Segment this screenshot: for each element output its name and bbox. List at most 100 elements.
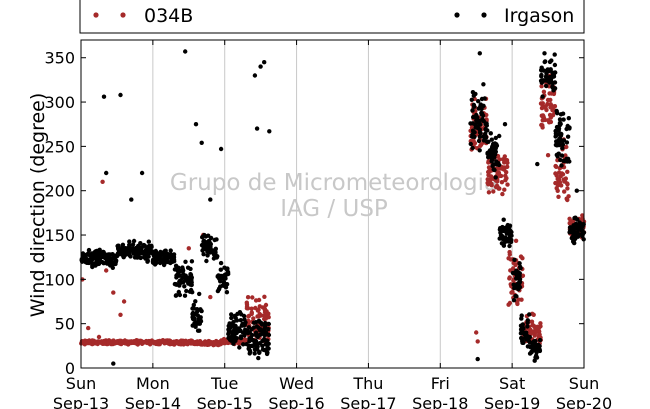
data-point: [161, 257, 166, 262]
data-point: [518, 331, 524, 336]
data-point: [157, 342, 162, 347]
data-point: [267, 129, 272, 134]
legend-034b-label: 034B: [144, 5, 193, 27]
data-point: [251, 316, 256, 321]
data-point: [93, 253, 99, 258]
data-point: [252, 73, 258, 78]
x-tick-label-day: Tue: [210, 374, 238, 393]
data-point: [183, 259, 188, 264]
data-point: [188, 287, 194, 293]
data-point: [543, 59, 548, 64]
data-point: [118, 312, 123, 317]
x-tick-label-day: Sun: [66, 374, 96, 393]
data-point: [189, 278, 194, 283]
data-point: [186, 281, 191, 286]
data-point: [247, 330, 252, 335]
data-point: [238, 334, 244, 339]
data-point: [167, 338, 172, 343]
data-point: [500, 157, 506, 162]
data-point: [476, 99, 481, 104]
data-point: [561, 117, 566, 122]
data-point: [129, 339, 134, 344]
data-point: [159, 251, 164, 256]
data-point: [488, 131, 493, 136]
data-point: [503, 173, 508, 178]
data-point: [218, 284, 223, 289]
data-point: [568, 228, 573, 233]
data-point: [539, 105, 545, 111]
data-point: [204, 258, 209, 264]
data-point: [265, 350, 270, 355]
x-tick-label-day: Sun: [569, 374, 599, 393]
data-point: [532, 358, 537, 363]
y-axis-label: Wind direction (degree): [27, 93, 49, 318]
data-point: [258, 64, 263, 69]
data-point: [174, 293, 179, 298]
data-point: [257, 350, 262, 355]
data-point: [265, 345, 270, 350]
data-point: [512, 257, 517, 262]
data-point: [515, 282, 520, 287]
data-point: [478, 130, 483, 136]
data-point: [173, 282, 179, 287]
data-point: [235, 311, 240, 317]
data-point: [131, 238, 137, 244]
data-point: [525, 320, 530, 325]
data-point: [499, 233, 505, 239]
x-tick-label-date: Sep-17: [340, 394, 396, 409]
y-tick-label: 200: [44, 182, 75, 201]
data-point: [557, 117, 563, 122]
data-point: [474, 330, 479, 335]
data-point: [183, 339, 188, 344]
data-point: [514, 294, 519, 299]
data-point: [470, 108, 475, 113]
data-point: [234, 330, 239, 336]
data-point: [191, 312, 196, 317]
data-point: [212, 341, 217, 346]
legend-034b-marker: [93, 12, 99, 18]
data-point: [540, 94, 545, 99]
x-tick-label-day: Mon: [136, 374, 170, 393]
data-point: [173, 263, 179, 268]
data-point: [567, 125, 572, 130]
data-point: [89, 256, 94, 261]
data-point: [150, 260, 156, 265]
data-point: [246, 325, 252, 330]
data-point: [486, 149, 492, 155]
data-point: [117, 248, 122, 253]
data-point: [213, 246, 218, 251]
data-point: [266, 321, 271, 327]
data-point: [519, 336, 525, 341]
data-point: [226, 335, 231, 341]
data-point: [491, 189, 496, 194]
data-point: [205, 253, 210, 258]
data-point: [230, 330, 235, 335]
data-point: [110, 252, 115, 257]
data-point: [255, 344, 260, 349]
data-point: [152, 339, 157, 345]
data-point: [157, 338, 162, 344]
data-point: [197, 328, 202, 333]
data-point: [492, 152, 498, 157]
x-axis: SunSep-13MonSep-14TueSep-15WedSep-16ThuS…: [53, 40, 612, 409]
data-point: [208, 197, 213, 202]
data-point: [493, 135, 498, 141]
data-point: [558, 157, 563, 163]
data-point: [574, 223, 580, 228]
data-point: [243, 320, 248, 325]
y-tick-label: 50: [55, 315, 75, 334]
data-point: [486, 159, 491, 164]
data-point: [545, 67, 550, 72]
data-point: [489, 137, 494, 142]
data-point: [201, 252, 206, 257]
data-point: [544, 83, 549, 89]
data-point: [100, 254, 106, 259]
data-point: [538, 324, 543, 329]
data-point: [534, 329, 539, 334]
data-point: [141, 340, 146, 345]
data-point: [517, 264, 523, 269]
data-point: [241, 342, 246, 347]
data-point: [177, 292, 183, 298]
data-point: [499, 180, 505, 185]
